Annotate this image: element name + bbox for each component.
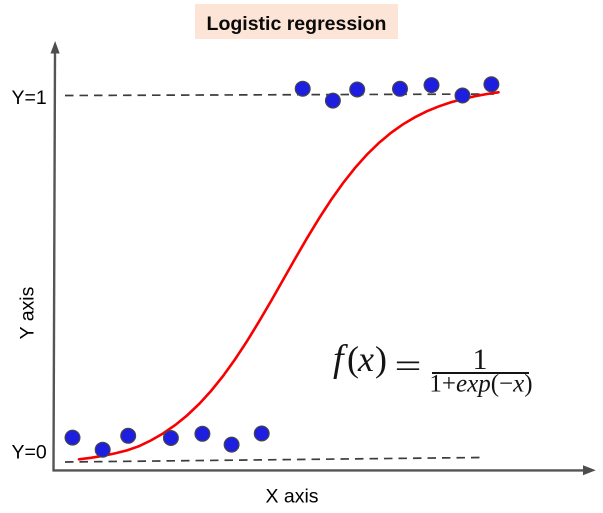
svg-text:X axis: X axis — [265, 486, 318, 508]
svg-text:Y axis: Y axis — [17, 286, 39, 339]
svg-text:(: ( — [347, 339, 359, 379]
svg-text:1: 1 — [473, 343, 488, 376]
svg-text:Y=0: Y=0 — [12, 442, 47, 464]
svg-text:x: x — [357, 339, 374, 379]
svg-text:1+exp(−x): 1+exp(−x) — [429, 371, 532, 398]
svg-text:=: = — [395, 348, 422, 385]
svg-text:f: f — [333, 338, 348, 380]
svg-text:Logistic regression: Logistic regression — [207, 13, 387, 35]
svg-text:Y=1: Y=1 — [12, 87, 47, 109]
svg-text:): ) — [375, 339, 387, 379]
